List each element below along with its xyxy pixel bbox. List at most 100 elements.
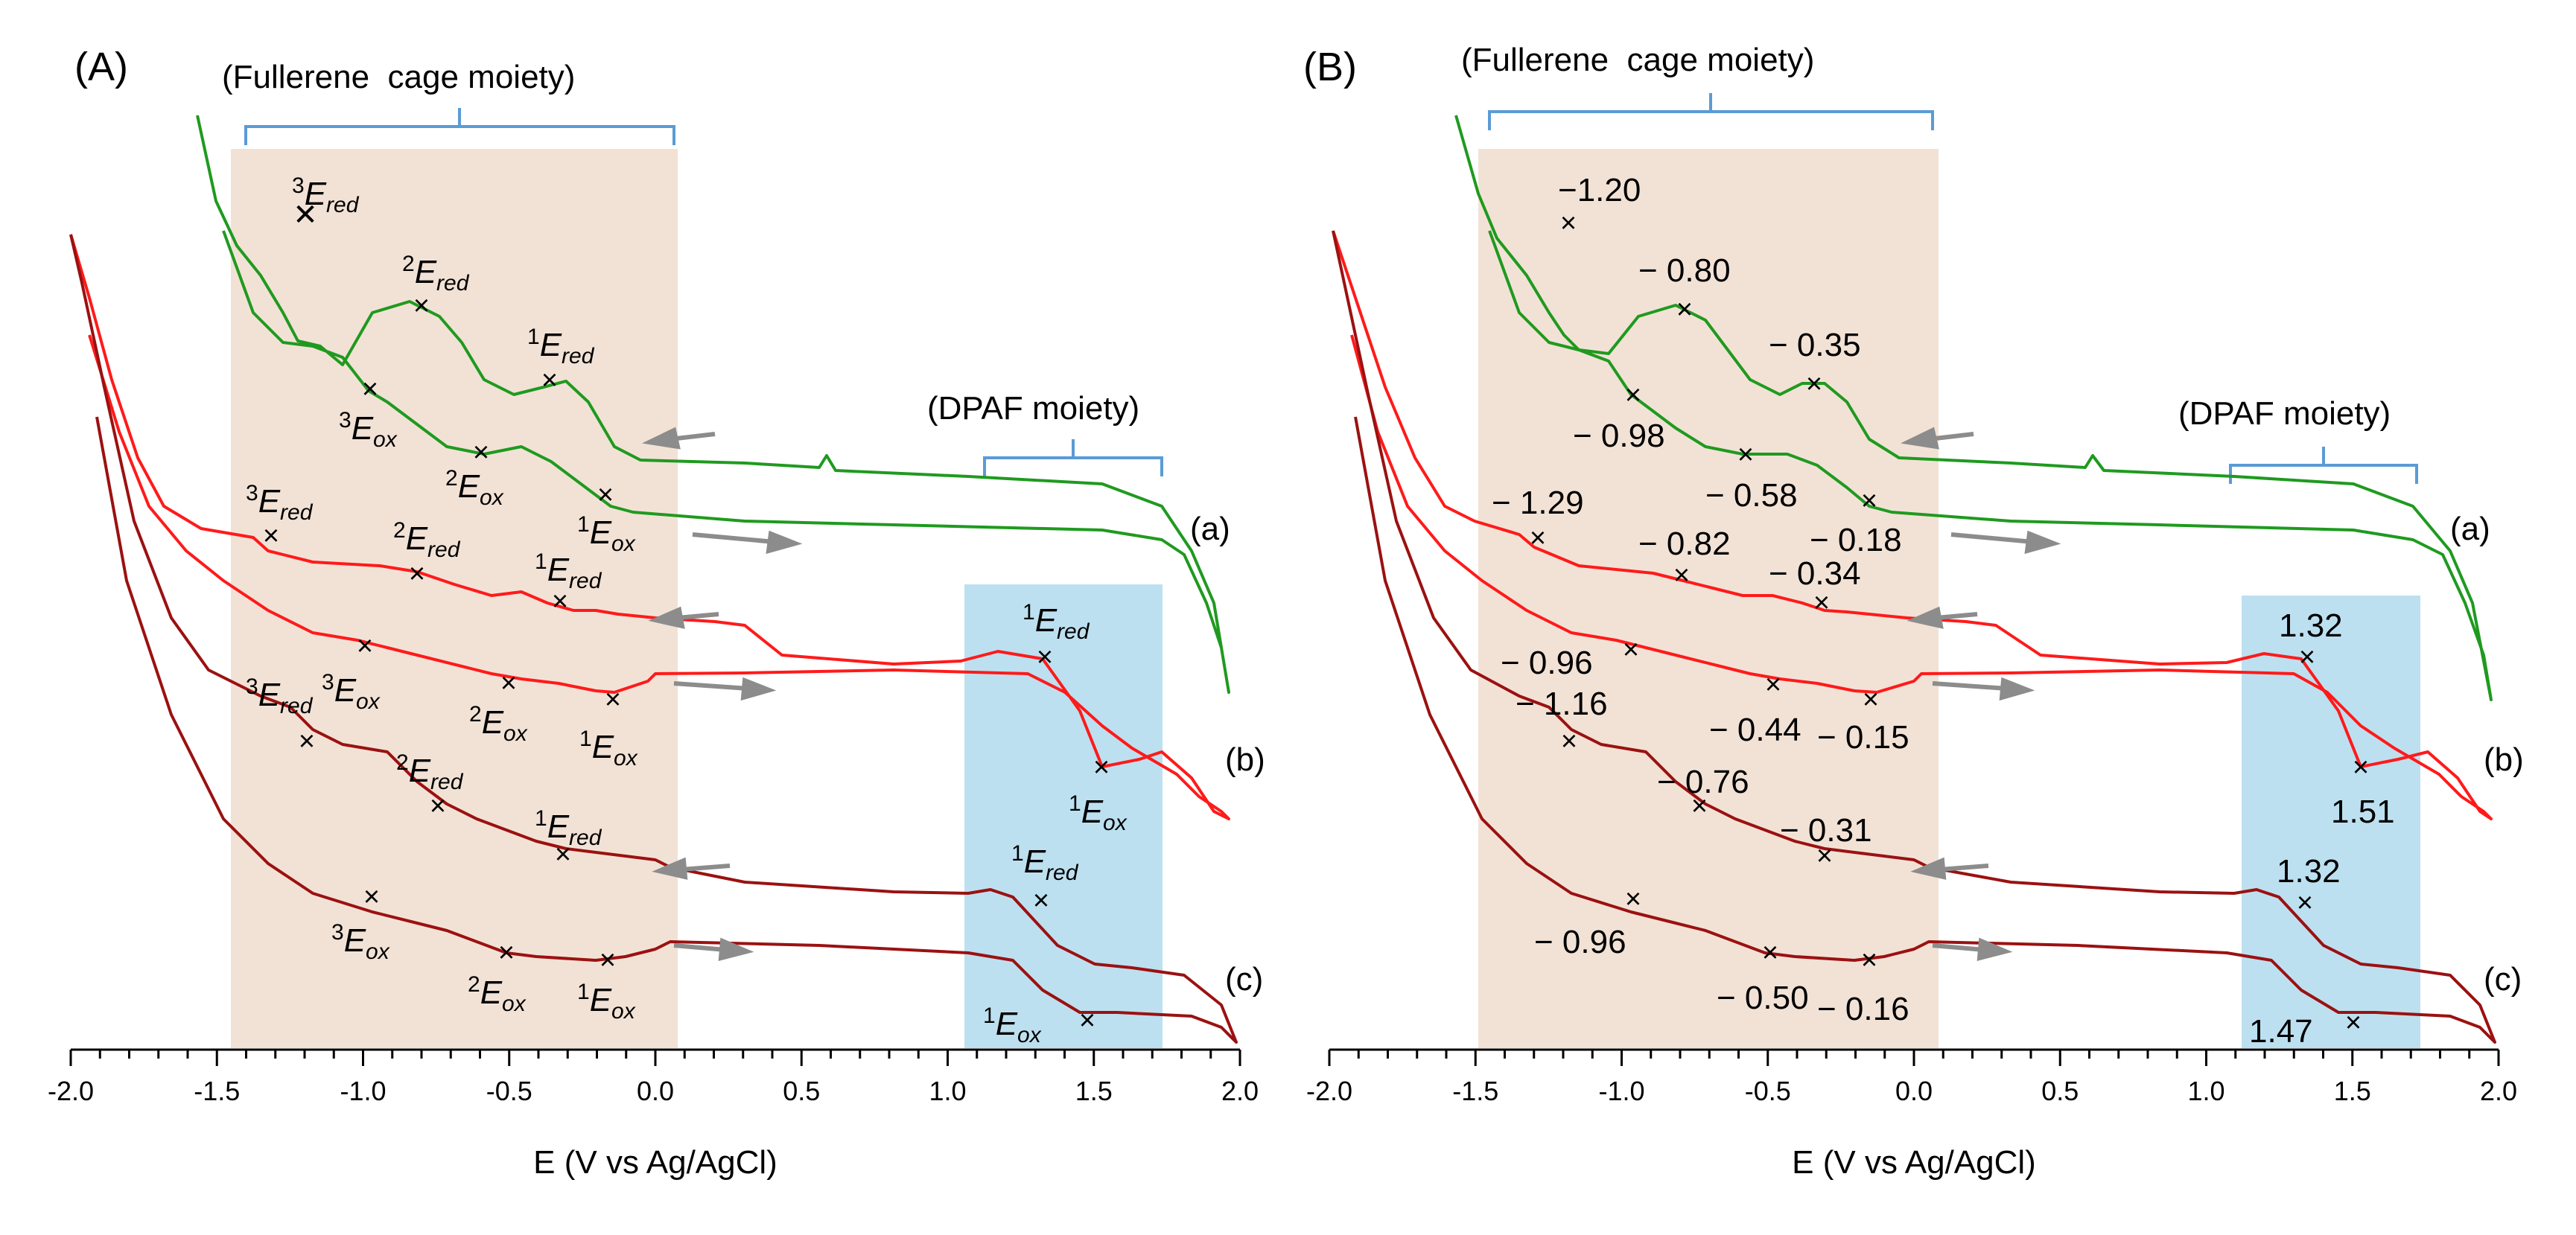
peak-label: 1Ered xyxy=(1011,841,1079,885)
peak-label: 1.47 xyxy=(2249,1013,2313,1050)
x-tick-label: 1.5 xyxy=(2334,1076,2371,1106)
peak-marker: × xyxy=(357,631,373,662)
series-label-b: (b) xyxy=(2484,741,2524,778)
dpaf-bracket-b xyxy=(2229,447,2418,484)
peak-marker: × xyxy=(1625,884,1641,915)
peak-marker: × xyxy=(2297,887,2313,919)
panel-b: (B) (Fullerene cage moiety) (DPAF moiety… xyxy=(1303,42,2524,1181)
peak-marker: × xyxy=(1037,642,1053,673)
peak-marker: × xyxy=(1530,523,1546,554)
peak-label: − 0.96 xyxy=(1501,645,1593,681)
peak-marker: × xyxy=(1093,752,1110,783)
peak-label: − 0.96 xyxy=(1534,924,1626,960)
peak-label: 2Ered xyxy=(396,750,464,794)
peak-marker: × xyxy=(498,937,515,968)
peak-label: 1.51 xyxy=(2331,794,2395,830)
series-b-line-b xyxy=(1332,230,2493,820)
x-tick-label: 0.5 xyxy=(783,1076,820,1106)
peak-marker: × xyxy=(541,365,558,396)
peak-label: 2Eox xyxy=(445,466,504,510)
peak-label: 1Eox xyxy=(983,1003,1042,1047)
peak-marker: × xyxy=(605,684,621,715)
peak-label: 1Eox xyxy=(1069,791,1128,835)
peak-label: 2Ered xyxy=(393,518,461,562)
peak-marker: × xyxy=(600,945,616,976)
x-ticks-a: -2.0 -1.5 -1.0 -0.5 0.0 0.5 1.0 1.5 2.0 xyxy=(48,1050,1259,1106)
peak-label: − 0.35 xyxy=(1769,327,1861,363)
peak-marker: ✕ xyxy=(293,199,318,232)
peak-marker: × xyxy=(597,479,614,511)
dpaf-region-label-a: (DPAF moiety) xyxy=(927,390,1139,427)
x-tick-label: -2.0 xyxy=(48,1076,94,1106)
peak-label: − 0.34 xyxy=(1769,555,1861,592)
peak-marker: × xyxy=(299,726,315,757)
panel-label-b: (B) xyxy=(1303,45,1357,89)
peak-marker: × xyxy=(2353,752,2369,783)
peak-marker: × xyxy=(473,437,489,468)
series-b-line-a xyxy=(69,234,1230,820)
peak-label: 2Eox xyxy=(469,702,528,746)
peak-label: 1Ered xyxy=(1023,600,1090,644)
peak-marker: × xyxy=(1765,669,1781,701)
peak-label: − 0.82 xyxy=(1638,526,1731,562)
x-tick-label: -1.5 xyxy=(1452,1076,1498,1106)
peak-label: 3Eox xyxy=(322,670,381,714)
peak-marker: × xyxy=(1676,294,1693,325)
peak-label: 1Ered xyxy=(527,325,595,368)
dpaf-region-label-b: (DPAF moiety) xyxy=(2178,395,2391,432)
series-label-c: (c) xyxy=(1225,961,1263,998)
peak-label: − 0.58 xyxy=(1705,477,1798,514)
peak-label: − 0.18 xyxy=(1810,522,1902,558)
peak-marker: × xyxy=(1561,726,1577,757)
peak-marker: × xyxy=(500,668,517,699)
peak-marker: × xyxy=(363,881,380,913)
dpaf-region-a xyxy=(964,584,1163,1048)
x-axis-label-b: E (V vs Ag/AgCl) xyxy=(1792,1144,2036,1181)
peak-marker: × xyxy=(409,558,425,590)
x-tick-label: 1.0 xyxy=(2187,1076,2224,1106)
peak-label: 1.32 xyxy=(2277,853,2341,890)
x-ticks-b: -2.0 -1.5 -1.0 -0.5 0.0 0.5 1.0 1.5 2.0 xyxy=(1306,1050,2517,1106)
series-a-line-a xyxy=(196,115,1230,694)
fullerene-region-b xyxy=(1478,149,1939,1048)
arrows-a xyxy=(642,427,803,961)
x-tick-label: 1.0 xyxy=(929,1076,966,1106)
x-tick-label: -1.0 xyxy=(1598,1076,1644,1106)
series-label-c: (c) xyxy=(2484,961,2522,998)
peak-label: − 1.16 xyxy=(1516,686,1608,722)
peak-marker: × xyxy=(1762,937,1778,968)
fullerene-region-label-b: (Fullerene cage moiety) xyxy=(1461,42,1814,78)
peak-marker: × xyxy=(1625,380,1641,411)
peak-markers-a: ✕ × × × × × × × × × × × × × × × × × × × … xyxy=(263,199,1110,1036)
peak-marker: × xyxy=(1033,885,1049,916)
peak-marker: × xyxy=(1560,208,1577,239)
peak-marker: × xyxy=(2345,1007,2362,1038)
peak-label: − 0.44 xyxy=(1709,712,1801,748)
peak-marker: × xyxy=(1861,945,1877,976)
x-tick-label: -1.5 xyxy=(194,1076,240,1106)
series-c-line-b xyxy=(1332,230,2496,1044)
panel-label-a: (A) xyxy=(74,45,128,89)
peak-label: 3Eox xyxy=(331,920,390,964)
peak-label: − 1.29 xyxy=(1492,485,1584,521)
x-tick-label: -2.0 xyxy=(1306,1076,1352,1106)
peak-marker: × xyxy=(1691,791,1708,822)
series-label-b: (b) xyxy=(1225,741,1265,778)
peak-markers-b: × × × × × × × × × × × × × × × × × × × × … xyxy=(1530,208,2369,1038)
peak-marker: × xyxy=(1079,1005,1095,1036)
peak-marker: × xyxy=(1813,587,1830,619)
peak-label: −1.20 xyxy=(1558,172,1641,208)
x-axis-label-a: E (V vs Ag/AgCl) xyxy=(533,1144,777,1181)
peak-label: − 0.50 xyxy=(1717,980,1809,1016)
peak-marker: × xyxy=(1863,684,1879,715)
x-tick-label: 0.0 xyxy=(1895,1076,1933,1106)
peak-label: 1Ered xyxy=(535,806,602,850)
peak-label: − 0.15 xyxy=(1817,719,1909,756)
peak-label: − 0.31 xyxy=(1780,812,1872,849)
peak-marker: × xyxy=(555,839,571,870)
x-tick-label: -0.5 xyxy=(486,1076,532,1106)
series-a-line-b xyxy=(1454,115,2493,701)
x-tick-label: -1.0 xyxy=(340,1076,386,1106)
series-label-a: (a) xyxy=(2450,511,2490,547)
